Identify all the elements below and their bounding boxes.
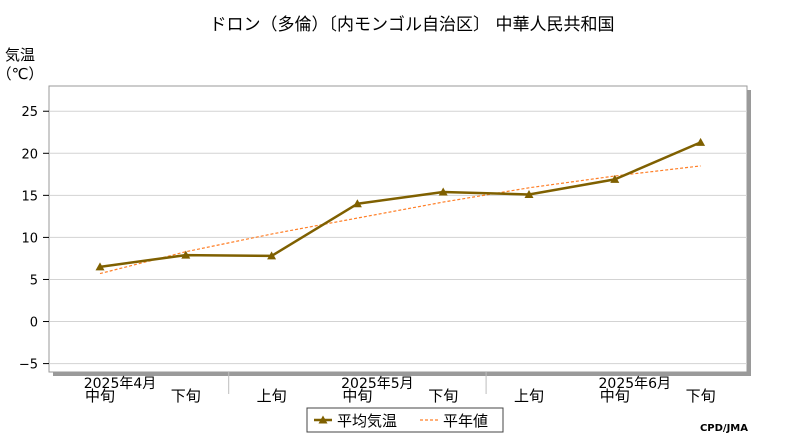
x-tick-label: 下旬 (171, 387, 201, 405)
month-label: 2025年6月 (599, 376, 672, 392)
y-tick-label: −5 (19, 358, 38, 373)
y-tick-label: 20 (21, 147, 38, 162)
x-tick-label: 上旬 (257, 387, 287, 405)
plot-area (48, 85, 748, 373)
grid-lines (43, 110, 747, 365)
x-tick-label: 下旬 (428, 387, 458, 405)
x-axis: 中旬 下旬 上旬 中旬 下旬 上旬 中旬 下旬 2025年4月 2025年5月 2025年6月 (84, 372, 716, 405)
y-tick-label: 25 (21, 105, 38, 120)
legend-marker-avg (318, 415, 328, 424)
month-label: 2025年5月 (341, 376, 414, 392)
data-point-average (95, 262, 105, 271)
series-group (95, 137, 706, 275)
y-tick-label: 0 (30, 316, 38, 331)
legend-label-normal: 平年値 (443, 412, 488, 430)
data-point-average (181, 250, 191, 259)
y-tick-label: 10 (21, 231, 38, 246)
month-label: 2025年4月 (84, 376, 157, 392)
x-tick-label: 上旬 (514, 387, 544, 405)
data-point-average (610, 174, 620, 183)
data-point-average (267, 251, 277, 260)
x-tick-label: 中旬 (85, 387, 115, 405)
y-axis-unit: （℃） (0, 65, 43, 83)
series-line-average (99, 141, 702, 269)
data-point-average (524, 190, 534, 199)
chart-title: ドロン（多倫）〔内モンゴル自治区〕 中華人民共和国 (210, 14, 615, 35)
x-tick-label: 中旬 (342, 387, 372, 405)
y-tick-label: 15 (21, 189, 38, 204)
credit: CPD/JMA (700, 423, 748, 434)
series-line-normal (99, 165, 701, 275)
legend: 平均気温 平年値 (306, 407, 504, 433)
y-tick-label: 5 (30, 273, 38, 288)
y-axis-label: 気温 (5, 46, 35, 64)
data-point-average (438, 187, 448, 196)
x-tick-label: 下旬 (686, 387, 716, 405)
data-point-average (696, 137, 706, 146)
data-point-average (352, 199, 362, 208)
legend-box (306, 407, 504, 433)
legend-label-avg: 平均気温 (337, 412, 397, 430)
y-tick-labels: 25 20 15 10 5 0 −5 (19, 105, 38, 372)
x-tick-label: 中旬 (600, 387, 630, 405)
